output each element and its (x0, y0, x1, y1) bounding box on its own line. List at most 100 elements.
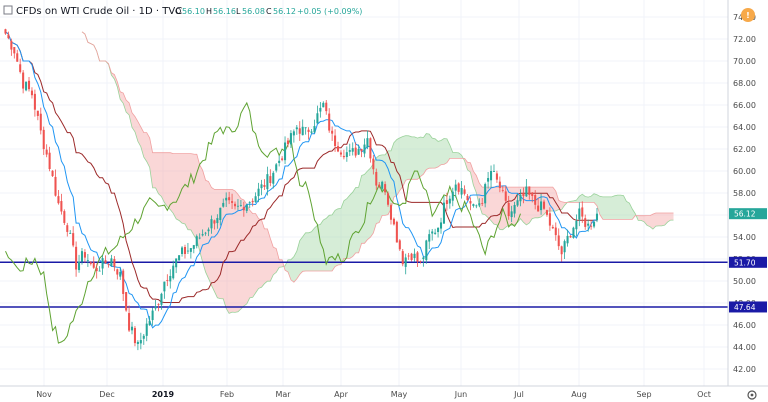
candle-body (269, 176, 272, 184)
time-axis[interactable]: Nov Dec 2019 Feb Mar Apr May Jun Jul Aug Sep Oct (36, 390, 711, 399)
candle-body (466, 195, 469, 201)
candle-body (331, 130, 334, 134)
candle-body (157, 304, 160, 305)
candle-body (369, 138, 372, 159)
cloud-bullish (285, 133, 465, 283)
candle (304, 127, 307, 135)
candle-body (119, 271, 122, 277)
candle-body (575, 220, 578, 230)
alert-icon[interactable] (741, 8, 755, 22)
candle (428, 229, 431, 250)
candle-body (160, 293, 163, 305)
candle-body (510, 211, 513, 218)
candle-body (310, 131, 313, 133)
candle (278, 155, 281, 167)
candle-body (557, 235, 560, 247)
candle (183, 244, 187, 259)
candle-body (537, 205, 540, 212)
candle-body (122, 270, 125, 294)
candle-body (136, 341, 139, 344)
candle (313, 119, 316, 134)
candle (522, 187, 525, 204)
candle (404, 253, 407, 275)
candle (484, 182, 487, 208)
candle-body (110, 258, 113, 266)
candle (392, 217, 395, 226)
candle (460, 181, 463, 199)
candle-body (381, 181, 384, 189)
candle (475, 204, 478, 209)
candle-body (507, 202, 510, 217)
candle (492, 164, 496, 172)
candle-body (357, 149, 360, 155)
candle-body (148, 320, 151, 326)
candle (251, 198, 254, 207)
candle (269, 169, 272, 187)
candle (545, 209, 548, 217)
candle-body (239, 205, 242, 206)
horizontal-lines[interactable] (0, 261, 728, 308)
collapse-icon[interactable] (3, 5, 13, 15)
candle (310, 129, 313, 135)
candle-body (375, 171, 378, 186)
candle-body (513, 204, 516, 214)
settings-gear-icon[interactable] (747, 390, 757, 400)
candle-body (95, 267, 98, 272)
candle-body (484, 184, 487, 204)
candle-body (404, 257, 407, 267)
candle-body (133, 327, 136, 344)
time-tick-label: Mar (275, 390, 291, 399)
candle (30, 87, 33, 99)
candle (42, 126, 45, 155)
candle (295, 125, 298, 135)
candle-body (260, 184, 263, 189)
candle (275, 163, 278, 173)
candle (219, 207, 222, 226)
candle-body (210, 219, 213, 229)
candle-body (439, 222, 443, 229)
candle (148, 315, 151, 326)
candle (181, 246, 184, 257)
candle-body (75, 246, 78, 270)
candle (442, 196, 445, 224)
candle-body (322, 102, 325, 108)
candle-body (66, 225, 69, 232)
candle-body (363, 144, 366, 154)
candle-body (16, 53, 19, 62)
candle-body (560, 246, 563, 255)
candle-body (231, 201, 234, 203)
candle-body (225, 197, 228, 201)
price-tick-label: 66.00 (733, 101, 756, 110)
candle-body (145, 323, 148, 336)
candle-body (495, 173, 498, 180)
candle (157, 303, 160, 312)
time-tick-label: May (391, 390, 408, 399)
candle (54, 169, 57, 197)
price-tick-label: 54.00 (733, 233, 756, 242)
cloud-bearish (464, 158, 568, 230)
candle-body (248, 202, 251, 204)
candle (4, 28, 7, 35)
candle-body (51, 170, 54, 177)
candle (272, 171, 275, 189)
candle-body (207, 229, 210, 232)
candle (469, 197, 472, 211)
candle-body (413, 253, 416, 259)
candle-body (289, 133, 292, 145)
candle-body (257, 188, 260, 197)
candle (63, 209, 66, 226)
candle (89, 261, 92, 266)
candle (172, 260, 175, 280)
candle-body (154, 306, 157, 309)
price-tick-label: 70.00 (733, 57, 756, 66)
candle (39, 107, 42, 135)
candle-body (92, 262, 95, 268)
candle (107, 263, 110, 268)
candle (301, 119, 304, 136)
candle-body (445, 200, 448, 205)
candle-body (492, 171, 496, 172)
candle-body (392, 218, 395, 225)
candle (540, 193, 543, 215)
